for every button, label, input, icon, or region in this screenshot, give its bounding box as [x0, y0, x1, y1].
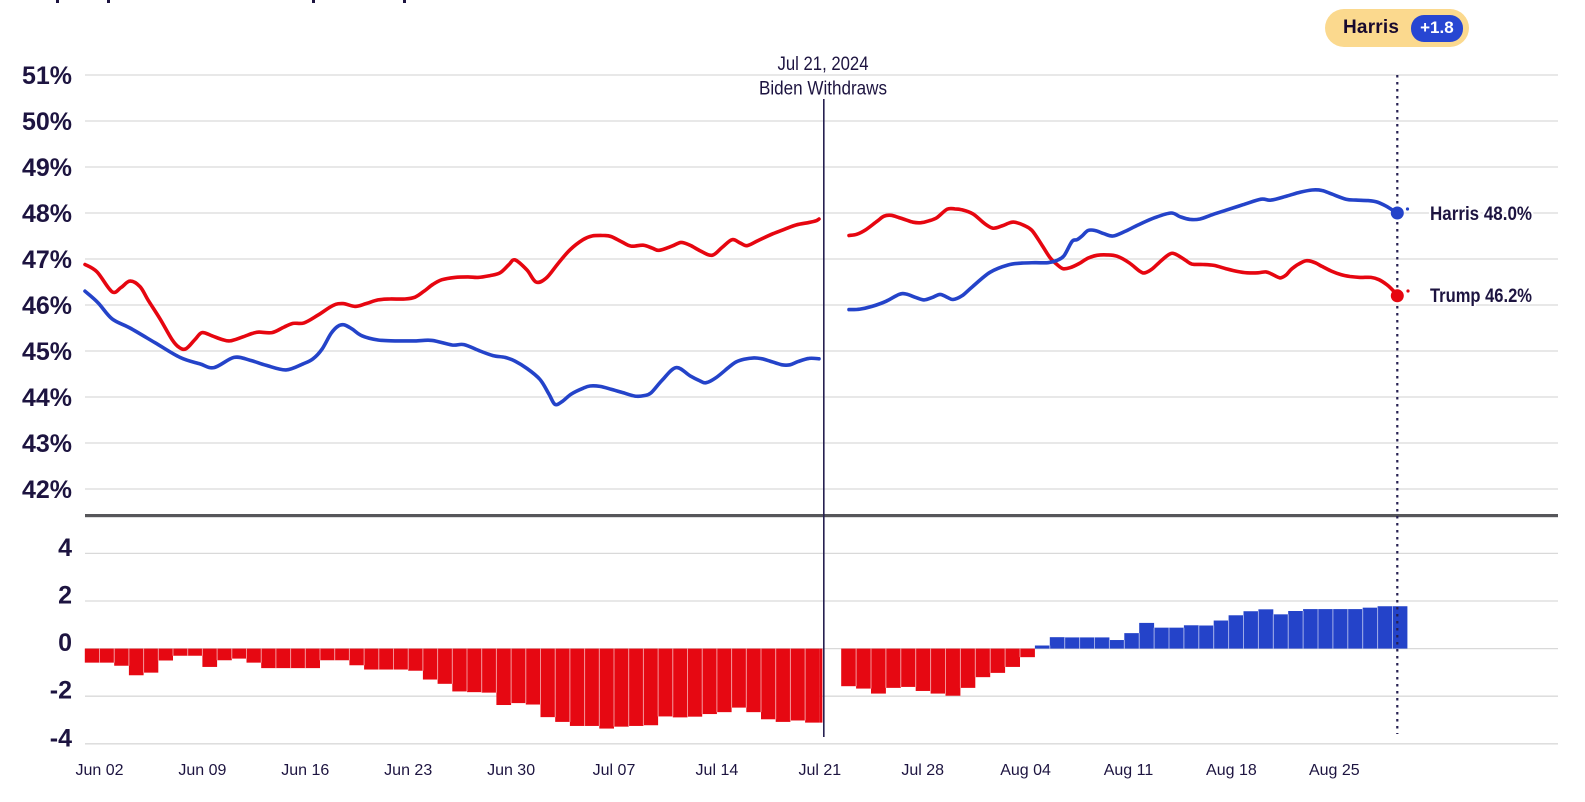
svg-text:Jun 16: Jun 16: [281, 762, 329, 779]
svg-text:Jun 09: Jun 09: [178, 762, 226, 779]
svg-text:Jul 21: Jul 21: [798, 762, 841, 779]
svg-text:Harris 48.0%: Harris 48.0%: [1430, 203, 1532, 225]
svg-text:Jun 23: Jun 23: [384, 762, 432, 779]
svg-text:51%: 51%: [22, 62, 72, 90]
svg-text:Jun 30: Jun 30: [487, 762, 535, 779]
svg-text:-4: -4: [50, 724, 72, 752]
svg-text:Aug 04: Aug 04: [1000, 762, 1051, 779]
svg-text:47%: 47%: [22, 246, 72, 274]
svg-text:43%: 43%: [22, 430, 72, 458]
svg-text:44%: 44%: [22, 384, 72, 412]
svg-text:Jul 21, 2024: Jul 21, 2024: [778, 54, 869, 75]
svg-text:49%: 49%: [22, 154, 72, 182]
svg-text:-2: -2: [50, 677, 72, 705]
svg-text:46%: 46%: [22, 292, 72, 320]
svg-text:2: 2: [58, 582, 72, 610]
svg-text:Aug 18: Aug 18: [1206, 762, 1257, 779]
svg-text:Jun 02: Jun 02: [75, 762, 123, 779]
svg-text:0: 0: [58, 629, 72, 657]
svg-text:Jul 07: Jul 07: [593, 762, 636, 779]
svg-text:Jul 14: Jul 14: [696, 762, 739, 779]
svg-text:45%: 45%: [22, 338, 72, 366]
svg-text:42%: 42%: [22, 476, 72, 504]
svg-text:Jul 28: Jul 28: [901, 762, 944, 779]
svg-text:Aug 11: Aug 11: [1104, 762, 1154, 779]
svg-text:50%: 50%: [22, 108, 72, 136]
svg-text:Aug 25: Aug 25: [1309, 762, 1360, 779]
svg-text:Biden Withdraws: Biden Withdraws: [759, 79, 887, 100]
svg-text:48%: 48%: [22, 200, 72, 228]
svg-text:4: 4: [58, 534, 72, 562]
svg-text:Trump 46.2%: Trump 46.2%: [1430, 285, 1532, 307]
